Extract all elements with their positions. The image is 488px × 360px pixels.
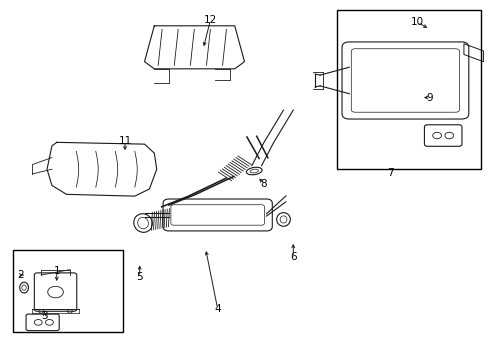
Text: 8: 8 [260,179,267,189]
Bar [336,10,480,169]
Text: 5: 5 [136,272,142,282]
Bar [13,250,122,332]
Text: 6: 6 [289,252,296,262]
Text: 4: 4 [214,304,221,314]
Text: 10: 10 [410,17,423,27]
Text: 12: 12 [203,15,217,26]
Text: 7: 7 [386,168,393,178]
Text: 11: 11 [118,136,131,145]
Text: 9: 9 [426,93,432,103]
Text: 2: 2 [17,270,23,280]
Text: 3: 3 [41,311,48,321]
Text: 1: 1 [53,266,60,276]
